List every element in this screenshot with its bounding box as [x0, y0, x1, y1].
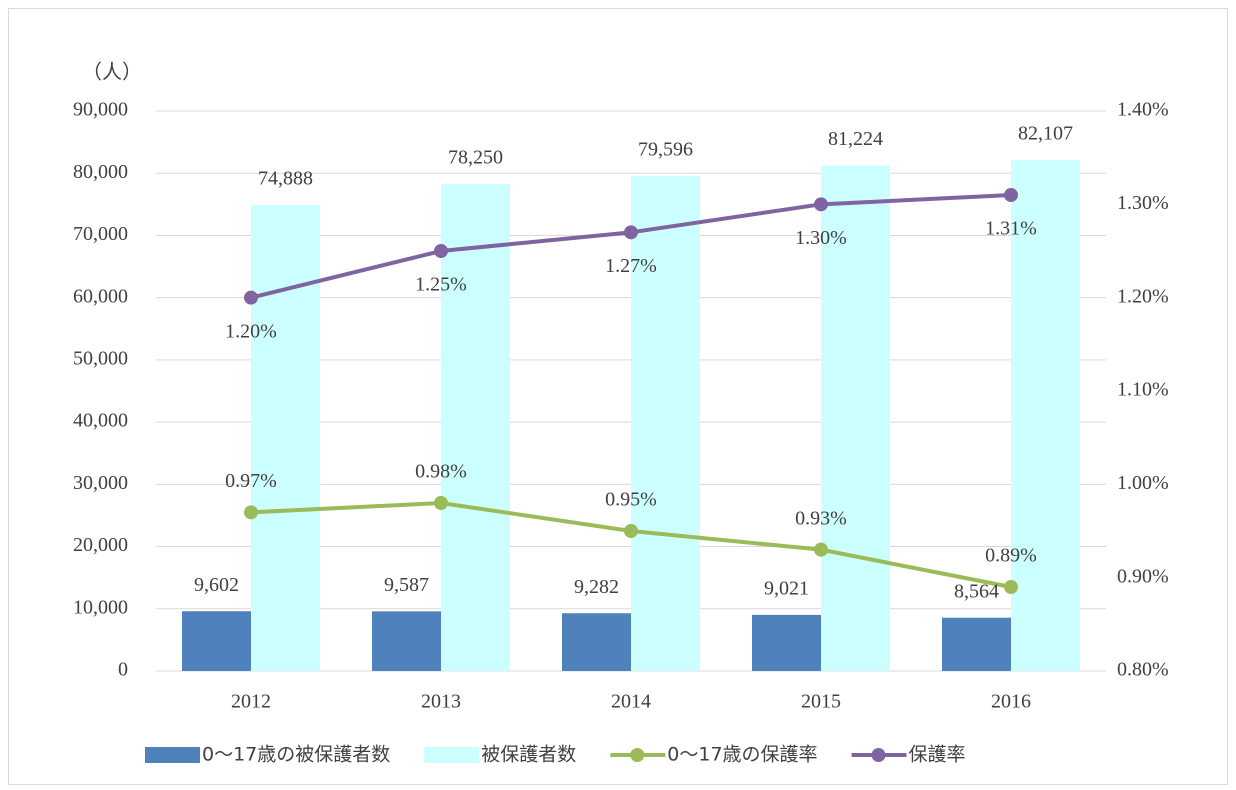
y-tick-label: 20,000: [73, 534, 128, 556]
data-label: 9,021: [764, 577, 809, 599]
bar: [182, 611, 251, 671]
bar: [821, 165, 890, 672]
data-label: 9,587: [384, 574, 429, 596]
data-label: 78,250: [448, 147, 503, 169]
legend-label: 被保護者数: [481, 744, 576, 766]
data-label: 8,564: [954, 580, 999, 602]
line-point: [434, 496, 448, 510]
x-tick-label: 2015: [801, 691, 841, 713]
data-label: 81,224: [828, 128, 883, 150]
data-label: 9,282: [574, 576, 619, 598]
bar: [631, 175, 700, 671]
legend-label: 0〜17歳の被保護者数: [202, 744, 390, 766]
data-label: 0.97%: [225, 470, 277, 492]
legend-label: 0〜17歳の保護率: [667, 744, 817, 766]
bar: [562, 613, 631, 671]
bar: [372, 611, 441, 671]
y2-tick-label: 1.20%: [1117, 285, 1169, 307]
y-tick-label: 10,000: [73, 596, 128, 618]
x-tick-label: 2013: [421, 691, 461, 713]
data-label: 1.25%: [415, 274, 467, 296]
line-point: [244, 290, 258, 305]
y2-tick-label: 1.00%: [1117, 472, 1169, 494]
y-tick-label: 0: [118, 659, 128, 681]
line-point: [1004, 188, 1018, 202]
y-tick-label: 60,000: [73, 285, 128, 307]
data-label: 82,107: [1018, 123, 1073, 145]
data-label: 9,602: [194, 574, 239, 596]
data-label: 0.98%: [415, 461, 467, 483]
line-point: [434, 244, 448, 258]
line-point: [624, 524, 638, 538]
line-point: [1004, 580, 1018, 594]
y-tick-label: 80,000: [73, 161, 128, 183]
data-label: 1.31%: [985, 218, 1037, 240]
x-tick-label: 2014: [611, 691, 651, 713]
x-tick-label: 2016: [991, 691, 1031, 713]
data-label: 1.20%: [225, 320, 277, 342]
legend-label: 保護率: [909, 744, 966, 766]
bar: [752, 614, 821, 671]
y2-tick-label: 1.30%: [1117, 192, 1169, 214]
x-tick-label: 2012: [231, 691, 271, 713]
y2-tick-label: 1.40%: [1117, 99, 1169, 121]
legend-swatch: [145, 747, 200, 763]
line-point: [624, 225, 638, 240]
data-label: 0.89%: [985, 545, 1037, 567]
data-label: 1.27%: [605, 255, 657, 277]
data-label: 1.30%: [795, 227, 847, 249]
y2-tick-label: 0.80%: [1117, 659, 1169, 681]
data-label: 0.95%: [605, 489, 657, 511]
y-tick-label: 40,000: [73, 410, 128, 432]
data-label: 0.93%: [795, 507, 847, 529]
y-tick-label: 50,000: [73, 347, 128, 369]
y-unit-label: （人）: [82, 61, 142, 84]
data-label: 74,888: [258, 168, 313, 190]
line-point: [244, 505, 258, 520]
legend-swatch: [424, 747, 480, 763]
legend-swatch: [871, 748, 886, 762]
y-tick-label: 90,000: [73, 99, 128, 121]
bar: [251, 205, 320, 672]
y-tick-label: 70,000: [73, 223, 128, 245]
line-point: [814, 197, 828, 212]
bar: [441, 184, 510, 671]
data-label: 79,596: [638, 138, 693, 160]
bar: [1011, 160, 1080, 671]
y-tick-label: 30,000: [73, 472, 128, 494]
bar: [942, 617, 1011, 671]
legend-swatch: [630, 748, 645, 762]
legend: 0〜17歳の被保護者数 被保護者数 0〜17歳の保護率 保護率: [145, 744, 966, 766]
y2-tick-label: 0.90%: [1117, 565, 1169, 587]
y2-tick-label: 1.10%: [1117, 379, 1169, 401]
line-point: [814, 542, 828, 557]
